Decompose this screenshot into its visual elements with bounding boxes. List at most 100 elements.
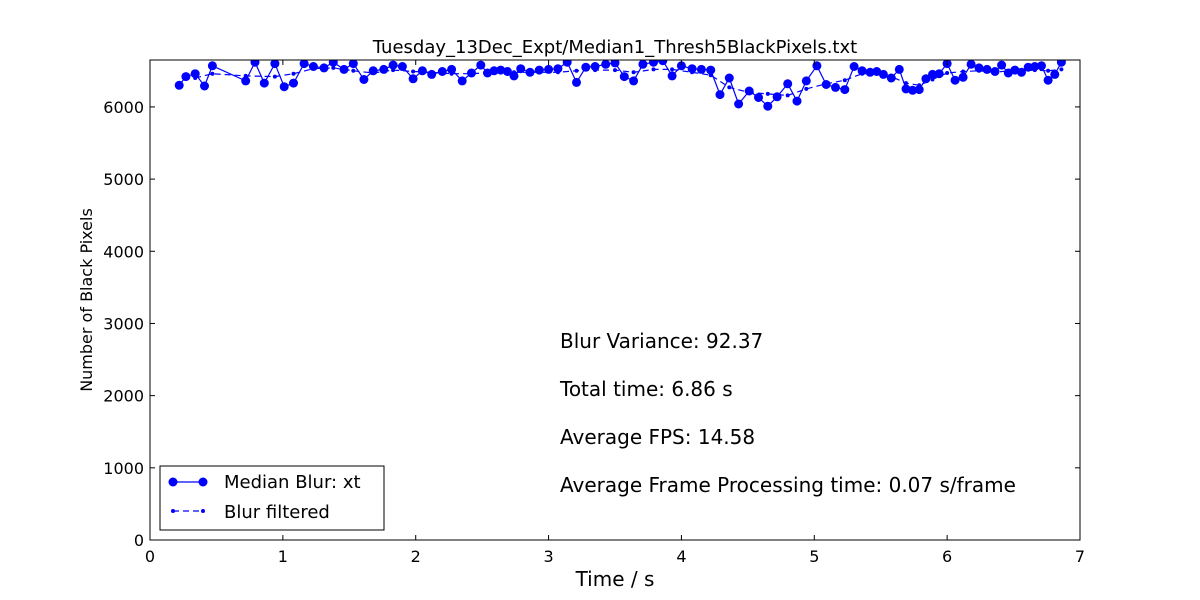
blur-filtered-point [930, 77, 935, 82]
median-blur-point [966, 60, 976, 69]
blur-filtered-point [210, 71, 215, 76]
blur-filtered-point [1046, 68, 1051, 73]
series-layer [174, 60, 1066, 111]
median-blur-point [417, 66, 427, 76]
median-blur-point [687, 64, 697, 74]
median-blur-point [997, 60, 1007, 70]
median-blur-point [270, 60, 280, 69]
blur-filtered-point [824, 81, 829, 86]
axis-layer: 0 1 2 3 4 5 6 7 0 1000 2000 3000 4000 5000 6000 [103, 60, 1085, 566]
median-blur-point [447, 64, 457, 74]
median-blur-point [849, 62, 859, 71]
blur-filtered-point [429, 70, 434, 75]
x-tick-label: 3 [543, 547, 553, 566]
x-tick-label: 1 [278, 547, 288, 566]
blur-filtered-point [874, 71, 879, 76]
median-blur-point [676, 61, 686, 71]
median-blur-point [299, 60, 309, 69]
median-blur-point [544, 64, 554, 74]
blur-filtered-point [747, 90, 752, 95]
blur-filtered-point [860, 71, 865, 76]
median-blur-point [516, 64, 526, 74]
median-blur-point [250, 60, 260, 67]
chart-title: Tuesday_13Dec_Expt/Median1_Thresh5BlackP… [372, 37, 857, 58]
blur-filtered-point [291, 71, 296, 76]
median-blur-point [772, 92, 782, 102]
median-blur-point [921, 74, 931, 84]
median-blur-point [348, 60, 358, 69]
blur-filtered-point [311, 66, 316, 71]
legend-label-blur-filtered: Blur filtered [224, 502, 330, 523]
x-tick-label: 6 [942, 547, 952, 566]
median-blur-point [724, 73, 734, 83]
legend-marker-blur-filtered [201, 509, 205, 513]
blur-filtered-point [391, 68, 396, 73]
median-blur-point [562, 60, 572, 67]
blur-filtered-point [371, 71, 376, 75]
median-blur-point [397, 62, 407, 71]
median-blur-point [783, 79, 793, 89]
median-blur-point [200, 81, 209, 91]
blur-filtered-point [469, 71, 474, 76]
median-blur-point [982, 64, 992, 74]
median-blur-point [1050, 69, 1060, 79]
blur-filtered-point [492, 70, 497, 75]
annotation-layer: Blur Variance: 92.37 Total time: 6.86 s Av… [559, 329, 1016, 497]
median-blur-point [894, 64, 904, 74]
blur-filtered-point [993, 70, 997, 75]
median-blur-point [801, 76, 811, 86]
blur-filtered-point [670, 67, 675, 72]
median-blur-point [629, 76, 639, 86]
median-blur-point [754, 93, 763, 102]
blur-filtered-point [512, 70, 516, 75]
annotation-text: Blur Variance: 92.37 [560, 329, 763, 353]
blur-filtered-point [411, 69, 416, 74]
median-blur-point [715, 90, 725, 100]
blur-filtered-point [631, 70, 636, 75]
blur-filtered-point [961, 69, 966, 74]
median-blur-point [1043, 75, 1053, 85]
blur-filtered-point [537, 70, 542, 75]
x-tick-label: 4 [676, 547, 686, 566]
legend-marker-median-blur [168, 477, 178, 487]
median-blur-point [696, 64, 706, 74]
blur-filtered-point [449, 71, 454, 76]
median-blur-point [359, 75, 369, 84]
median-blur-point [388, 60, 398, 70]
median-blur-point [379, 64, 389, 74]
blur-filtered-point [555, 70, 560, 75]
median-blur-point [1023, 62, 1033, 72]
median-blur-point [763, 101, 773, 111]
blur-filtered-point [708, 73, 713, 78]
median-blur-point [476, 60, 486, 70]
blur-filtered-point [917, 83, 922, 88]
median-blur-point [831, 82, 840, 92]
median-blur-point [601, 60, 611, 69]
median-blur-point [190, 69, 200, 79]
legend: Median Blur: xt Blur filtered [159, 465, 385, 531]
blur-filtered-point [193, 76, 198, 80]
y-axis-label: Number of Black Pixels [77, 208, 96, 392]
blur-filtered-point [785, 93, 790, 98]
median-blur-point [289, 78, 298, 88]
median-blur-point [667, 71, 677, 81]
median-blur-point [619, 72, 629, 82]
y-tick-label: 4000 [103, 242, 144, 261]
median-blur-point [658, 60, 668, 66]
median-blur-point [706, 65, 716, 75]
median-blur-point [581, 62, 591, 72]
legend-label-median-blur: Median Blur: xt [224, 472, 361, 493]
blur-filtered-point [243, 73, 248, 78]
x-tick-label: 5 [809, 547, 819, 566]
median-blur-point [525, 67, 535, 77]
median-blur-point [878, 69, 888, 79]
median-blur-point [1030, 62, 1040, 71]
median-blur-point [553, 64, 563, 74]
annotation-text: Average Frame Processing time: 0.07 s/fr… [560, 473, 1016, 497]
median-blur-point [792, 96, 802, 106]
median-blur-point [857, 66, 867, 76]
y-tick-label: 3000 [103, 314, 144, 333]
median-blur-point [502, 67, 512, 76]
median-blur-point [259, 78, 269, 88]
